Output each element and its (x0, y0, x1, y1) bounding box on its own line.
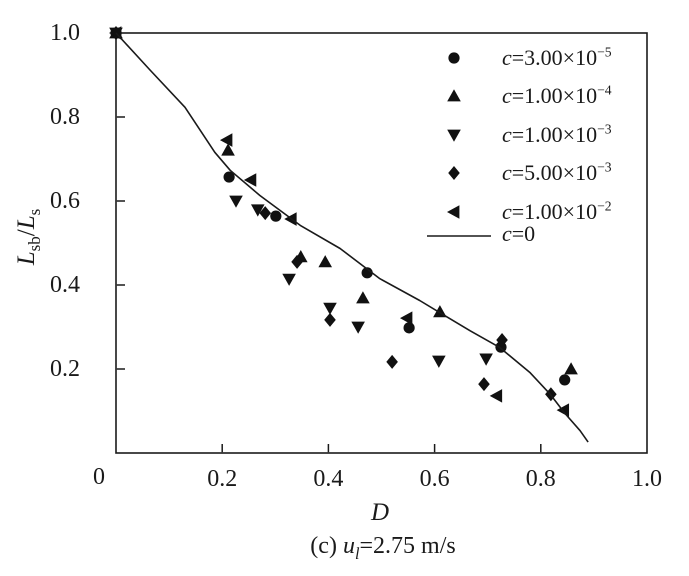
data-point-diamond (324, 312, 336, 327)
x-tick-label: 0.8 (525, 466, 556, 492)
y-axis-var1: L (13, 251, 40, 266)
data-point-triangle-down (229, 195, 243, 208)
caption-suffix: =2.75 m/s (359, 533, 456, 559)
data-point-triangle-down (323, 302, 337, 315)
data-point-triangle-up (356, 291, 370, 304)
data-point-diamond (291, 254, 303, 269)
data-point-triangle-down (282, 273, 296, 286)
x-axis-label: D (370, 499, 390, 526)
y-tick-label: 0.2 (50, 356, 80, 382)
data-point-triangle-left (399, 311, 413, 325)
x-tick-label: 0.4 (313, 466, 344, 492)
data-point-circle (270, 210, 282, 222)
data-point-circle (403, 322, 415, 334)
legend-item-label: c=5.00×10−3 (502, 159, 612, 185)
subplot-caption: (c) ul=2.75 m/s (183, 531, 583, 569)
data-point-triangle-left (219, 133, 233, 147)
x-tick-label: 0.2 (207, 466, 238, 492)
y-tick-label: 0.6 (50, 188, 80, 214)
y-axis-label: Lsb/Ls (13, 209, 48, 266)
data-point-triangle-down (351, 321, 365, 334)
legend-item-label: c=1.00×10−4 (502, 82, 612, 108)
y-tick-label: 1.0 (50, 20, 80, 46)
legend-marker-triangle-down (447, 129, 461, 142)
data-point-diamond (496, 333, 508, 348)
legend-marker-diamond (448, 166, 460, 180)
y-axis-sub1: sb (25, 236, 44, 252)
legend-marker-triangle-up (447, 89, 461, 102)
data-point-diamond (386, 354, 398, 369)
data-point-triangle-down (250, 204, 265, 217)
data-point-triangle-down (432, 355, 446, 368)
data-point-diamond (259, 206, 272, 221)
data-point-diamond (478, 377, 490, 392)
legend-item-label: c=3.00×10−5 (502, 44, 612, 70)
y-axis-var2: L (13, 215, 40, 230)
x-tick-label: 1.0 (632, 466, 662, 492)
data-point-triangle-down (479, 353, 493, 366)
origin-tick-label: 0 (93, 464, 105, 490)
plot-frame (115, 32, 648, 454)
data-point-circle (559, 374, 571, 386)
caption-var: u (342, 533, 355, 559)
data-point-circle (223, 171, 235, 183)
legend-item-label: c=1.00×10−3 (502, 121, 612, 147)
legend-item-label: c=1.00×10−2 (502, 198, 612, 224)
legend-marker-triangle-left (447, 205, 460, 219)
caption-prefix: (c) (310, 533, 343, 559)
data-point-triangle-up (318, 255, 333, 268)
legend-item-label: c=0 (502, 221, 536, 246)
data-point-triangle-left (243, 173, 257, 187)
caption-sub: l (354, 543, 360, 563)
y-tick-label: 0.4 (50, 272, 80, 298)
data-point-triangle-up (564, 362, 578, 375)
legend-marker-circle (448, 52, 460, 64)
data-point-triangle-left (489, 389, 503, 403)
data-point-circle (361, 267, 373, 279)
x-tick-label: 0.6 (419, 466, 450, 492)
y-axis-separator: / (13, 229, 40, 237)
data-point-triangle-up (221, 143, 235, 156)
y-tick-label: 0.8 (50, 104, 80, 130)
c0-curve (115, 32, 589, 443)
